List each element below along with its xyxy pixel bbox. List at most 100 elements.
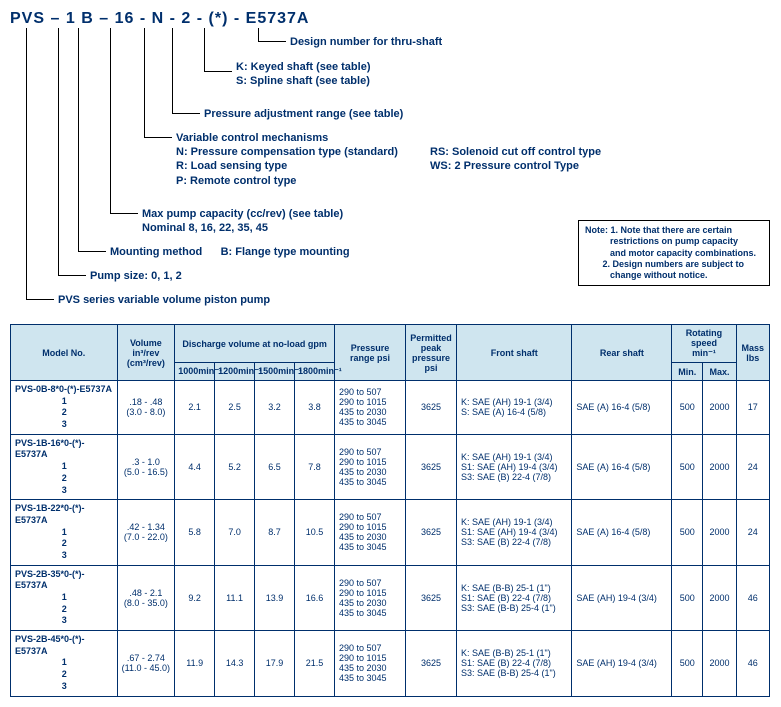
cell-discharge-0: 11.9 bbox=[175, 631, 215, 696]
cell-rear: SAE (A) 16-4 (5/8) bbox=[572, 381, 672, 435]
cell-model: PVS-1B-16*0-(*)-E5737A123 bbox=[11, 434, 118, 499]
cell-discharge-2: 8.7 bbox=[255, 500, 295, 565]
cell-rot-0: 500 bbox=[672, 434, 703, 499]
cell-rot-0: 500 bbox=[672, 565, 703, 630]
label-series: PVS series variable volume piston pump bbox=[58, 293, 270, 307]
cell-mass: 17 bbox=[736, 381, 769, 435]
th-max: Max. bbox=[703, 363, 736, 381]
label-control-title: Variable control mechanisms bbox=[176, 131, 328, 145]
cell-press: 290 to 507 290 to 1015 435 to 2030 435 t… bbox=[334, 565, 405, 630]
th-mass: Masslbs bbox=[736, 325, 769, 381]
cell-discharge-1: 2.5 bbox=[215, 381, 255, 435]
cell-discharge-3: 7.8 bbox=[295, 434, 335, 499]
cell-discharge-2: 3.2 bbox=[255, 381, 295, 435]
cell-volume: .42 - 1.34 (7.0 - 22.0) bbox=[117, 500, 175, 565]
table-row: PVS-1B-22*0-(*)-E5737A123.42 - 1.34 (7.0… bbox=[11, 500, 770, 565]
label-control-ws: WS: 2 Pressure control Type bbox=[430, 159, 601, 173]
cell-rot-1: 2000 bbox=[703, 500, 736, 565]
cell-discharge-3: 3.8 bbox=[295, 381, 335, 435]
seg-16: 16 bbox=[115, 10, 135, 28]
seg-2: 2 bbox=[181, 10, 191, 28]
cell-discharge-0: 2.1 bbox=[175, 381, 215, 435]
th-discharge: Discharge volume at no-load gpm bbox=[175, 325, 335, 363]
cell-rot-0: 500 bbox=[672, 631, 703, 696]
cell-model: PVS-1B-22*0-(*)-E5737A123 bbox=[11, 500, 118, 565]
cell-model: PVS-2B-35*0-(*)-E5737A123 bbox=[11, 565, 118, 630]
cell-discharge-3: 16.6 bbox=[295, 565, 335, 630]
cell-front: K: SAE (AH) 19-1 (3/4) S1: SAE (AH) 19-4… bbox=[457, 434, 572, 499]
cell-discharge-2: 17.9 bbox=[255, 631, 295, 696]
cell-rear: SAE (AH) 19-4 (3/4) bbox=[572, 565, 672, 630]
th-rot: Rotating speedmin⁻¹ bbox=[672, 325, 736, 363]
cell-volume: .48 - 2.1 (8.0 - 35.0) bbox=[117, 565, 175, 630]
cell-discharge-3: 21.5 bbox=[295, 631, 335, 696]
cell-volume: .3 - 1.0 (5.0 - 16.5) bbox=[117, 434, 175, 499]
th-min: Min. bbox=[672, 363, 703, 381]
note-box: Note: 1. Note that there are certain res… bbox=[578, 220, 770, 286]
th-model: Model No. bbox=[11, 325, 118, 381]
th-1800: 1800min⁻¹ bbox=[295, 363, 335, 381]
label-control-rs: RS: Solenoid cut off control type bbox=[430, 145, 601, 159]
cell-discharge-0: 5.8 bbox=[175, 500, 215, 565]
cell-model: PVS-0B-8*0-(*)-E5737A123 bbox=[11, 381, 118, 435]
cell-discharge-1: 14.3 bbox=[215, 631, 255, 696]
label-control-r: R: Load sensing type bbox=[176, 159, 398, 173]
label-mounting: Mounting method B: Flange type mounting bbox=[110, 245, 350, 259]
cell-volume: .18 - .48 (3.0 - 8.0) bbox=[117, 381, 175, 435]
cell-press: 290 to 507 290 to 1015 435 to 2030 435 t… bbox=[334, 631, 405, 696]
table-row: PVS-1B-16*0-(*)-E5737A123.3 - 1.0 (5.0 -… bbox=[11, 434, 770, 499]
cell-rot-1: 2000 bbox=[703, 565, 736, 630]
label-capacity: Max pump capacity (cc/rev) (see table) N… bbox=[142, 207, 343, 236]
cell-discharge-2: 13.9 bbox=[255, 565, 295, 630]
label-design: Design number for thru-shaft bbox=[290, 35, 442, 49]
label-pump-size: Pump size: 0, 1, 2 bbox=[90, 269, 182, 283]
cell-press: 290 to 507 290 to 1015 435 to 2030 435 t… bbox=[334, 434, 405, 499]
th-1500: 1500min⁻¹ bbox=[255, 363, 295, 381]
th-1000: 1000min⁻¹ bbox=[175, 363, 215, 381]
th-rear: Rear shaft bbox=[572, 325, 672, 381]
cell-rot-0: 500 bbox=[672, 381, 703, 435]
seg-1: 1 bbox=[66, 10, 76, 28]
cell-volume: .67 - 2.74 (11.0 - 45.0) bbox=[117, 631, 175, 696]
label-control-p: P: Remote control type bbox=[176, 174, 398, 188]
cell-peak: 3625 bbox=[405, 500, 456, 565]
cell-mass: 24 bbox=[736, 500, 769, 565]
cell-model: PVS-2B-45*0-(*)-E5737A123 bbox=[11, 631, 118, 696]
table-row: PVS-0B-8*0-(*)-E5737A123.18 - .48 (3.0 -… bbox=[11, 381, 770, 435]
seg-pvs: PVS bbox=[10, 10, 45, 28]
cell-peak: 3625 bbox=[405, 434, 456, 499]
cell-rot-1: 2000 bbox=[703, 434, 736, 499]
cell-rear: SAE (AH) 19-4 (3/4) bbox=[572, 631, 672, 696]
cell-mass: 46 bbox=[736, 631, 769, 696]
label-press-range: Pressure adjustment range (see table) bbox=[204, 107, 403, 121]
cell-discharge-0: 9.2 bbox=[175, 565, 215, 630]
cell-mass: 24 bbox=[736, 434, 769, 499]
seg-star: (*) bbox=[209, 10, 229, 28]
cell-peak: 3625 bbox=[405, 631, 456, 696]
th-press-range: Pressurerange psi bbox=[334, 325, 405, 381]
part-code-diagram: PVS – 1 B – 16 - N - 2 - (*) - E5737A De… bbox=[10, 10, 770, 320]
seg-n: N bbox=[152, 10, 165, 28]
table-row: PVS-2B-35*0-(*)-E5737A123.48 - 2.1 (8.0 … bbox=[11, 565, 770, 630]
cell-discharge-3: 10.5 bbox=[295, 500, 335, 565]
cell-discharge-0: 4.4 bbox=[175, 434, 215, 499]
cell-peak: 3625 bbox=[405, 381, 456, 435]
cell-rear: SAE (A) 16-4 (5/8) bbox=[572, 500, 672, 565]
cell-discharge-1: 5.2 bbox=[215, 434, 255, 499]
cell-front: K: SAE (B-B) 25-1 (1") S1: SAE (B) 22-4 … bbox=[457, 565, 572, 630]
th-front: Front shaft bbox=[457, 325, 572, 381]
table-row: PVS-2B-45*0-(*)-E5737A123.67 - 2.74 (11.… bbox=[11, 631, 770, 696]
cell-front: K: SAE (B-B) 25-1 (1") S1: SAE (B) 22-4 … bbox=[457, 631, 572, 696]
th-peak: Permittedpeak pressurepsi bbox=[405, 325, 456, 381]
cell-rot-1: 2000 bbox=[703, 381, 736, 435]
cell-rot-1: 2000 bbox=[703, 631, 736, 696]
cell-peak: 3625 bbox=[405, 565, 456, 630]
part-code: PVS – 1 B – 16 - N - 2 - (*) - E5737A bbox=[10, 10, 309, 28]
th-1200: 1200min⁻¹ bbox=[215, 363, 255, 381]
label-control-n: N: Pressure compensation type (standard) bbox=[176, 145, 398, 159]
cell-front: K: SAE (AH) 19-1 (3/4) S: SAE (A) 16-4 (… bbox=[457, 381, 572, 435]
cell-discharge-2: 6.5 bbox=[255, 434, 295, 499]
cell-mass: 46 bbox=[736, 565, 769, 630]
cell-discharge-1: 7.0 bbox=[215, 500, 255, 565]
spec-table: Model No. Volumein³/rev(cm³/rev) Dischar… bbox=[10, 324, 770, 697]
